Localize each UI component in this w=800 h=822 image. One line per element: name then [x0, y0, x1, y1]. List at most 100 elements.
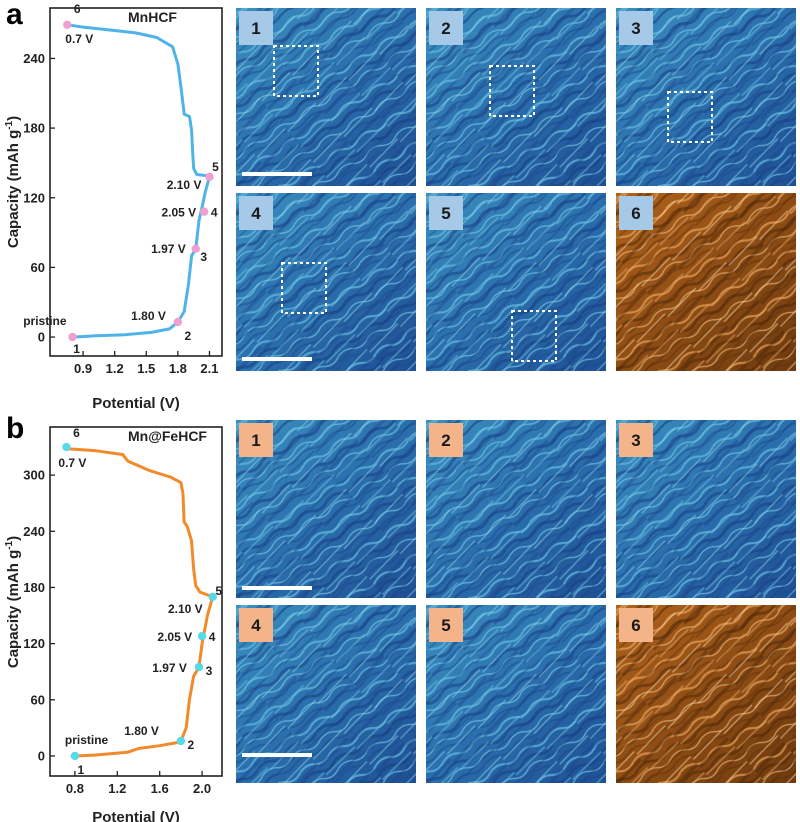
point-number-label: 5: [212, 160, 219, 174]
point-voltage-label: pristine: [23, 314, 67, 328]
data-point-1: [70, 751, 80, 761]
y-axis-label-main: Capacity (mAh g: [5, 130, 22, 248]
x-tick-label: 1.8: [169, 361, 187, 376]
afm-image-number: 1: [251, 19, 260, 38]
selection-box: [273, 45, 319, 97]
x-axis-label: Potential (V): [92, 395, 180, 412]
point-voltage-label: pristine: [65, 733, 109, 747]
y-axis-label-close: ): [5, 536, 22, 541]
selection-box: [281, 262, 327, 314]
point-number-label: 3: [200, 250, 207, 264]
point-number-label: 1: [78, 763, 85, 777]
afm-image-4: 4: [236, 193, 416, 371]
afm-image-label-box: [429, 423, 463, 457]
point-number-label: 6: [74, 2, 81, 16]
y-tick-label: 60: [31, 692, 45, 707]
data-point-4: [200, 207, 209, 216]
afm-image-2: 2: [426, 420, 606, 598]
data-point-3: [191, 244, 200, 254]
afm-image-6: 6: [616, 193, 796, 371]
data-point-5: [205, 172, 214, 182]
y-tick-label: 120: [23, 190, 45, 205]
afm-image-5: 5: [426, 193, 606, 371]
y-tick-label: 0: [38, 748, 45, 763]
afm-image-label-box: [429, 196, 463, 230]
afm-image-number: 1: [251, 431, 260, 450]
afm-image-2: 2: [426, 8, 606, 186]
y-tick-label: 120: [23, 636, 45, 651]
afm-image-3: 3: [616, 8, 796, 186]
point-voltage-label: 1.80 V: [131, 309, 166, 323]
x-tick-label: 1.6: [151, 781, 169, 796]
data-point-6: [62, 442, 71, 452]
data-point-3: [194, 662, 204, 672]
panel-a: a 0.9 1.2 1.5 1.8 2.1 0 60 120 180 240 Potential (V…: [4, 0, 796, 412]
y-tick-label: 240: [23, 51, 45, 66]
panel-b: b 0.8 1.2 1.6 2.0 0 60 120 180 240 300 Potential (V…: [4, 412, 796, 822]
afm-image-label-box: [239, 423, 273, 457]
y-tick-label: 180: [23, 121, 45, 136]
y-axis-label: Capacity (mAh g-1): [4, 116, 22, 248]
afm-image-label-box: [619, 11, 653, 45]
point-number-label: 3: [206, 664, 213, 678]
afm-image-label-box: [429, 11, 463, 45]
point-voltage-label: 1.97 V: [152, 661, 187, 675]
afm-image-number: 4: [251, 616, 261, 635]
point-number-label: 2: [185, 329, 192, 343]
afm-image-number: 2: [441, 431, 450, 450]
afm-image-5: 5: [426, 605, 606, 783]
data-point-6: [63, 20, 72, 29]
point-number-label: 6: [73, 426, 80, 440]
x-tick-label: 2.1: [200, 361, 218, 376]
point-voltage-label: 0.7 V: [65, 32, 93, 46]
y-axis-label-main: Capacity (mAh g: [5, 550, 22, 668]
x-axis-label: Potential (V): [92, 809, 180, 822]
chart-title: Mn@FeHCF: [128, 428, 207, 444]
point-number-label: 2: [188, 738, 195, 752]
point-number-label: 5: [215, 584, 222, 598]
selection-box: [667, 91, 713, 143]
data-point-5: [208, 592, 217, 602]
point-voltage-label: 2.10 V: [168, 602, 203, 616]
y-tick-label: 300: [23, 468, 45, 483]
plot-frame: [49, 7, 223, 357]
afm-image-1: 1: [236, 420, 416, 598]
point-number-label: 4: [211, 206, 218, 220]
afm-image-number: 5: [441, 204, 450, 223]
y-tick-label: 0: [38, 330, 45, 345]
panel-letter: b: [6, 412, 24, 445]
x-tick-label: 1.2: [106, 361, 124, 376]
point-voltage-label: 0.7 V: [58, 456, 86, 470]
point-number-label: 4: [209, 630, 216, 644]
afm-image-label-box: [619, 196, 653, 230]
y-tick-label: 180: [23, 580, 45, 595]
point-voltage-label: 2.05 V: [157, 630, 192, 644]
x-tick-label: 0.9: [74, 361, 92, 376]
data-point-2: [176, 736, 186, 746]
x-tick-label: 2.0: [193, 781, 211, 796]
afm-image-number: 3: [631, 431, 640, 450]
selection-box: [489, 65, 535, 117]
afm-image-label-box: [619, 608, 653, 642]
afm-image-3: 3: [616, 420, 796, 598]
x-tick-label: 1.2: [108, 781, 126, 796]
y-axis-label: Capacity (mAh g-1): [4, 536, 22, 668]
data-point-1: [68, 332, 77, 342]
y-axis-label-sup: -1: [4, 120, 15, 129]
afm-image-label-box: [239, 196, 273, 230]
point-voltage-label: 1.80 V: [124, 724, 159, 738]
afm-image-number: 5: [441, 616, 450, 635]
afm-image-number: 3: [631, 19, 640, 38]
point-number-label: 1: [73, 342, 80, 356]
y-tick-label: 240: [23, 524, 45, 539]
data-point-2: [173, 317, 183, 327]
point-voltage-label: 2.10 V: [167, 178, 202, 192]
afm-image-number: 6: [631, 616, 640, 635]
selection-box: [511, 310, 557, 362]
y-axis-label-close: ): [5, 116, 22, 121]
data-point-4: [197, 631, 207, 641]
x-tick-label: 1.5: [137, 361, 155, 376]
afm-image-6: 6: [616, 605, 796, 783]
afm-image-label-box: [619, 423, 653, 457]
